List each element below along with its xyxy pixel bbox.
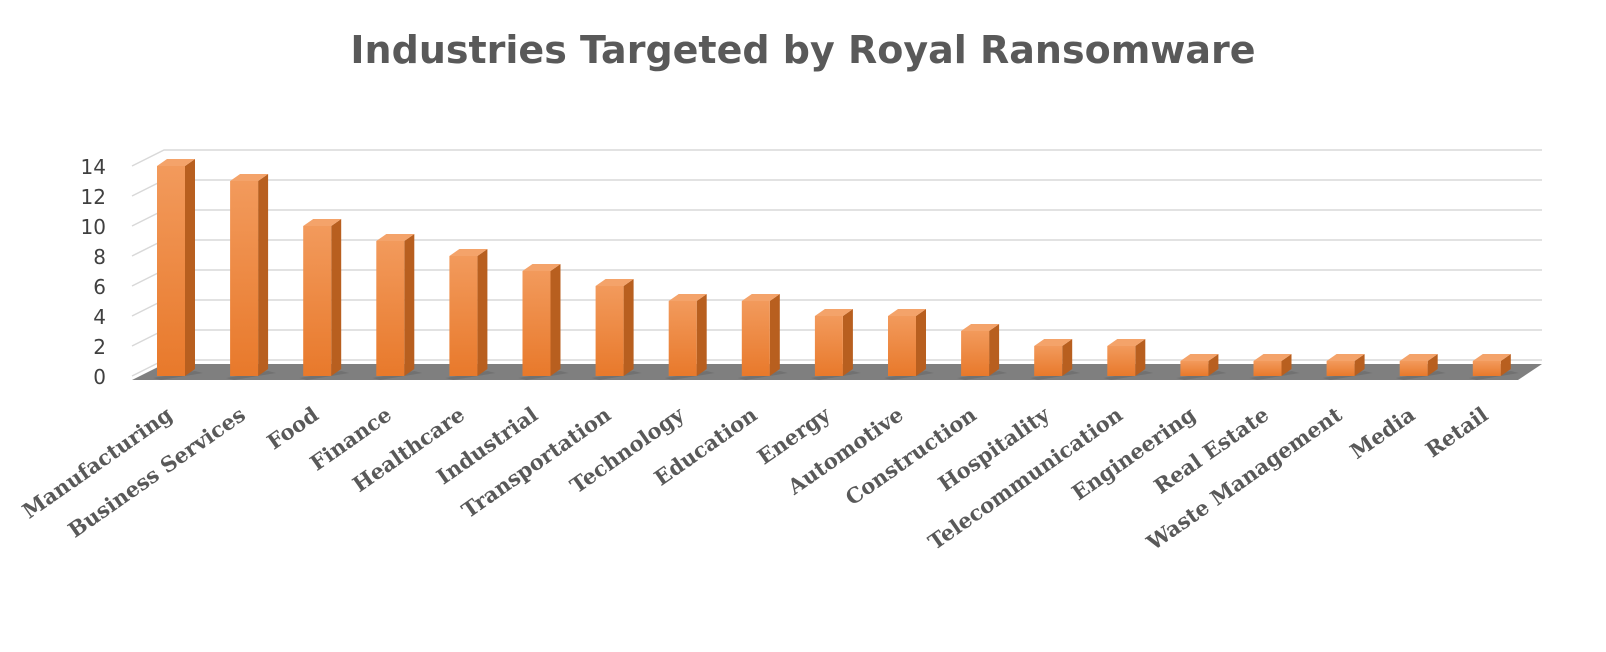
bar [1249,354,1300,380]
bar-top [888,309,926,316]
bar [226,174,277,380]
y-tick-label: 0 [93,365,106,389]
bar-top [449,249,488,256]
bar-front [1472,361,1501,376]
bar-front [961,331,990,376]
bar-top [1107,339,1146,346]
gridline [131,179,1542,197]
bar-top [522,264,561,271]
bar-top [1253,354,1292,361]
bar-side [1354,354,1365,376]
bar-front [1180,361,1209,376]
y-tick-label: 4 [93,305,106,329]
bar-side [916,309,926,376]
bar-side [1062,339,1073,376]
bar [664,294,715,380]
bar-front [1399,361,1428,376]
bar-top [595,279,634,286]
bar-front [449,256,478,376]
gridline [131,239,1542,257]
bar-front [303,226,332,376]
bar-front [595,286,624,376]
bar-top [1180,354,1219,361]
bar-top [376,234,415,241]
bar-side [1427,354,1438,376]
bar [372,234,423,380]
bar-top [1034,339,1073,346]
x-tick-label: Retail [1421,402,1493,463]
bar-side [404,234,415,376]
chart-title: Industries Targeted by Royal Ransomware [350,28,1256,72]
x-tick-label: Food [262,401,323,454]
gridline [131,149,1542,167]
x-tick-label: Construction [841,402,981,511]
bar-top [814,309,853,316]
x-tick-label: Media [1345,401,1419,464]
bar [518,264,569,380]
bar-side [477,249,488,376]
bar-top [1399,354,1438,361]
gridline [131,269,1542,287]
bar-side [842,309,853,376]
bar [737,294,788,380]
y-tick-label: 14 [81,155,106,179]
bars [153,159,1519,380]
bar-side [258,174,269,376]
y-tick-label: 6 [93,275,106,299]
bar [153,159,203,380]
bar-front [1034,346,1063,376]
y-tick-label: 10 [81,215,106,239]
bar-front [376,241,405,376]
bar-top [157,159,195,166]
bar-front [741,301,770,376]
y-tick-label: 8 [93,245,106,269]
bar-side [696,294,707,376]
bar-top [1326,354,1365,361]
y-tick-label: 2 [93,335,106,359]
bar [1176,354,1227,380]
bar-top [741,294,780,301]
bar-top [1472,354,1511,361]
bar-front [814,316,843,376]
y-axis-ticks: 0 2 4 6 8 10 12 14 [81,155,106,389]
bar [591,279,642,380]
bar-side [331,219,342,376]
bar-top [668,294,707,301]
bar-side [623,279,634,376]
bar-front [522,271,551,376]
bar-side [1135,339,1146,376]
bar [884,309,934,380]
bar-top [961,324,1000,331]
bar-side [989,324,1000,376]
bar [810,309,861,380]
bar [1103,339,1154,380]
bar-front [1326,361,1355,376]
bar [1322,354,1373,380]
bar-top [303,219,342,226]
x-tick-label: Engineering [1067,401,1200,505]
bar [1030,339,1081,380]
bar [957,324,1008,380]
bar-front [1107,346,1136,376]
y-tick-label: 12 [81,185,106,209]
bar-side [1500,354,1511,376]
bar-side [1281,354,1292,376]
bar-side [185,159,195,376]
bar-front [1253,361,1282,376]
bar [1468,354,1519,380]
bar-side [769,294,780,376]
bar-front [668,301,697,376]
bar-side [550,264,561,376]
bar [1395,354,1446,380]
bar [299,219,350,380]
bar [445,249,496,380]
bar-front [157,166,185,376]
gridline [131,209,1542,227]
bar-side [1208,354,1219,376]
bar-front [230,181,259,376]
bar-front [888,316,916,376]
bar-top [230,174,269,181]
